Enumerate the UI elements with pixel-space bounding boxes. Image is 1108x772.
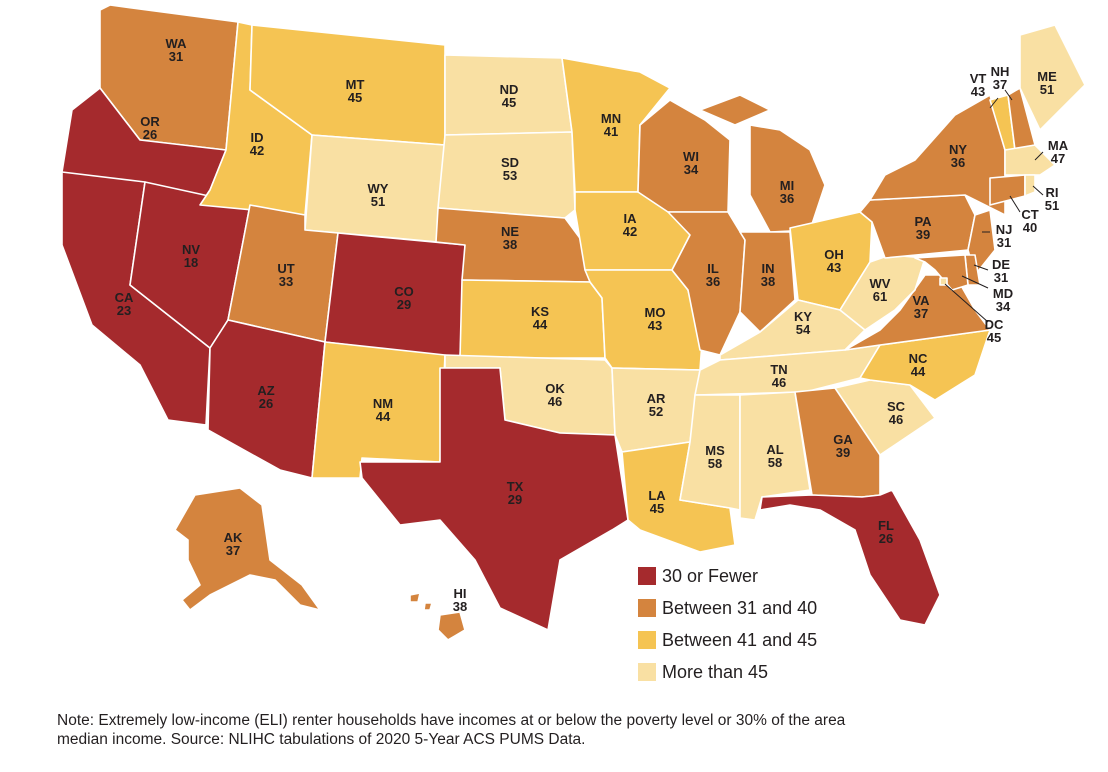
label-in: IN 38 — [760, 261, 776, 289]
label-sc: SC 46 — [886, 399, 906, 427]
state-ct — [989, 174, 1026, 206]
label-pa: PA 39 — [914, 214, 932, 242]
label-co: CO 29 — [394, 284, 414, 312]
label-de: DE 31 — [991, 257, 1011, 285]
map-canvas — [61, 4, 1086, 641]
state-ak — [174, 487, 321, 611]
legend-item-mid: Between 31 and 40 — [638, 592, 817, 624]
label-me: ME 51 — [1037, 69, 1057, 97]
label-ut: UT 33 — [277, 261, 295, 289]
legend-swatch-mid — [638, 599, 656, 617]
callout-lines — [944, 89, 1044, 323]
label-ok: OK 46 — [545, 381, 565, 409]
label-wa: WA 31 — [165, 36, 187, 64]
label-ak: AK 37 — [223, 530, 243, 558]
label-nc: NC 44 — [908, 351, 928, 379]
state-sc — [834, 379, 936, 456]
state-ri — [1024, 174, 1036, 197]
label-ga: GA 39 — [833, 432, 853, 460]
label-wi: WI 34 — [683, 149, 699, 177]
label-ar: AR 52 — [646, 391, 666, 419]
label-nm: NM 44 — [372, 396, 394, 424]
label-ri: RI 51 — [1044, 185, 1060, 213]
label-ms: MS 58 — [705, 443, 725, 471]
legend-item-low: 30 or Fewer — [638, 560, 817, 592]
label-ct: CT 40 — [1021, 207, 1039, 235]
legend-label-low: 30 or Fewer — [662, 565, 759, 586]
label-mn: MN 41 — [600, 111, 622, 139]
label-il: IL 36 — [705, 261, 721, 289]
label-wy: WY 51 — [367, 181, 389, 209]
label-nv: NV 18 — [181, 242, 201, 270]
label-dc: DC 45 — [984, 317, 1004, 345]
label-ca: CA 23 — [114, 290, 134, 318]
state-hi — [409, 592, 466, 641]
state-dc — [939, 277, 948, 286]
label-sd: SD 53 — [500, 155, 520, 183]
state-wv — [839, 254, 926, 331]
label-id: ID 42 — [249, 130, 265, 158]
label-tn: TN 46 — [770, 362, 788, 390]
legend-label-high: Between 41 and 45 — [662, 629, 818, 650]
label-nd: ND 45 — [499, 82, 519, 110]
state-mi — [699, 94, 826, 233]
label-ny: NY 36 — [948, 142, 968, 170]
label-ia: IA 42 — [622, 211, 638, 239]
legend-label-top: More than 45 — [662, 661, 769, 682]
label-or: OR 26 — [140, 114, 160, 142]
label-tx: TX 29 — [506, 479, 524, 507]
source-note: Note: Extremely low-income (ELI) renter … — [57, 712, 846, 748]
state-fl — [759, 489, 941, 626]
state-tx — [359, 367, 629, 631]
legend-label-mid: Between 31 and 40 — [662, 597, 818, 618]
state-wi — [637, 99, 731, 213]
label-nj: NJ 31 — [995, 222, 1013, 250]
legend-swatch-low — [638, 567, 656, 585]
legend-item-high: Between 41 and 45 — [638, 624, 817, 656]
state-il — [667, 211, 746, 356]
map-legend: 30 or Fewer Between 31 and 40 Between 41… — [638, 560, 817, 688]
label-md: MD 34 — [992, 286, 1014, 314]
label-mo: MO 43 — [644, 305, 666, 333]
label-va: VA 37 — [912, 293, 930, 321]
state-ny — [869, 94, 1006, 216]
label-mt: MT 45 — [345, 77, 365, 105]
label-ks: KS 44 — [530, 304, 550, 332]
legend-item-top: More than 45 — [638, 656, 817, 688]
state-sd — [437, 131, 576, 219]
label-ma: MA 47 — [1047, 138, 1069, 166]
label-wv: WV 61 — [869, 276, 891, 304]
label-az: AZ 26 — [257, 383, 275, 411]
label-la: LA 45 — [648, 488, 666, 516]
label-hi: HI 38 — [452, 586, 468, 614]
state-me — [1019, 24, 1086, 131]
legend-swatch-high — [638, 631, 656, 649]
label-mi: MI 36 — [779, 178, 795, 206]
label-vt: VT 43 — [969, 71, 987, 99]
label-ky: KY 54 — [793, 309, 813, 337]
label-oh: OH 43 — [824, 247, 844, 275]
label-fl: FL 26 — [878, 518, 894, 546]
label-al: AL 58 — [766, 442, 784, 470]
label-nh: NH 37 — [990, 64, 1010, 92]
label-ne: NE 38 — [500, 224, 520, 252]
legend-swatch-top — [638, 663, 656, 681]
